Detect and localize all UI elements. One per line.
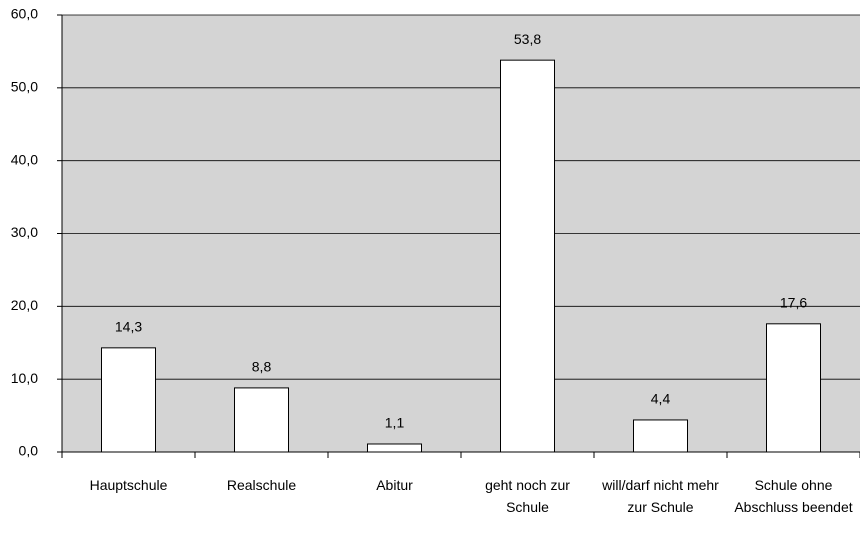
y-tick-label: 0,0 bbox=[19, 443, 39, 459]
value-label: 53,8 bbox=[514, 31, 541, 47]
x-tick-label: will/darf nicht mehr zur Schule bbox=[602, 477, 719, 515]
bar bbox=[633, 419, 688, 453]
x-tick-label: geht noch zur Schule bbox=[485, 477, 570, 515]
bar bbox=[101, 347, 156, 453]
y-tick-label: 60,0 bbox=[11, 6, 38, 22]
x-tick-label: Abitur bbox=[376, 477, 413, 493]
y-tick-label: 30,0 bbox=[11, 224, 38, 240]
x-tick-label: Schule ohne Abschluss beendet bbox=[734, 477, 853, 515]
y-tick-label: 50,0 bbox=[11, 79, 38, 95]
bar bbox=[367, 443, 422, 453]
bar bbox=[500, 59, 555, 453]
value-label: 8,8 bbox=[252, 359, 272, 375]
bar bbox=[234, 387, 289, 453]
x-tick-label: Realschule bbox=[226, 477, 297, 493]
y-tick-label: 20,0 bbox=[11, 297, 38, 313]
bar bbox=[766, 323, 821, 453]
value-label: 17,6 bbox=[780, 295, 807, 311]
value-label: 4,4 bbox=[651, 391, 671, 407]
y-tick-label: 40,0 bbox=[11, 151, 38, 167]
value-label: 14,3 bbox=[115, 319, 142, 335]
value-label: 1,1 bbox=[385, 415, 405, 431]
x-tick-label: Hauptschule bbox=[89, 477, 168, 493]
y-tick-label: 10,0 bbox=[11, 370, 38, 386]
